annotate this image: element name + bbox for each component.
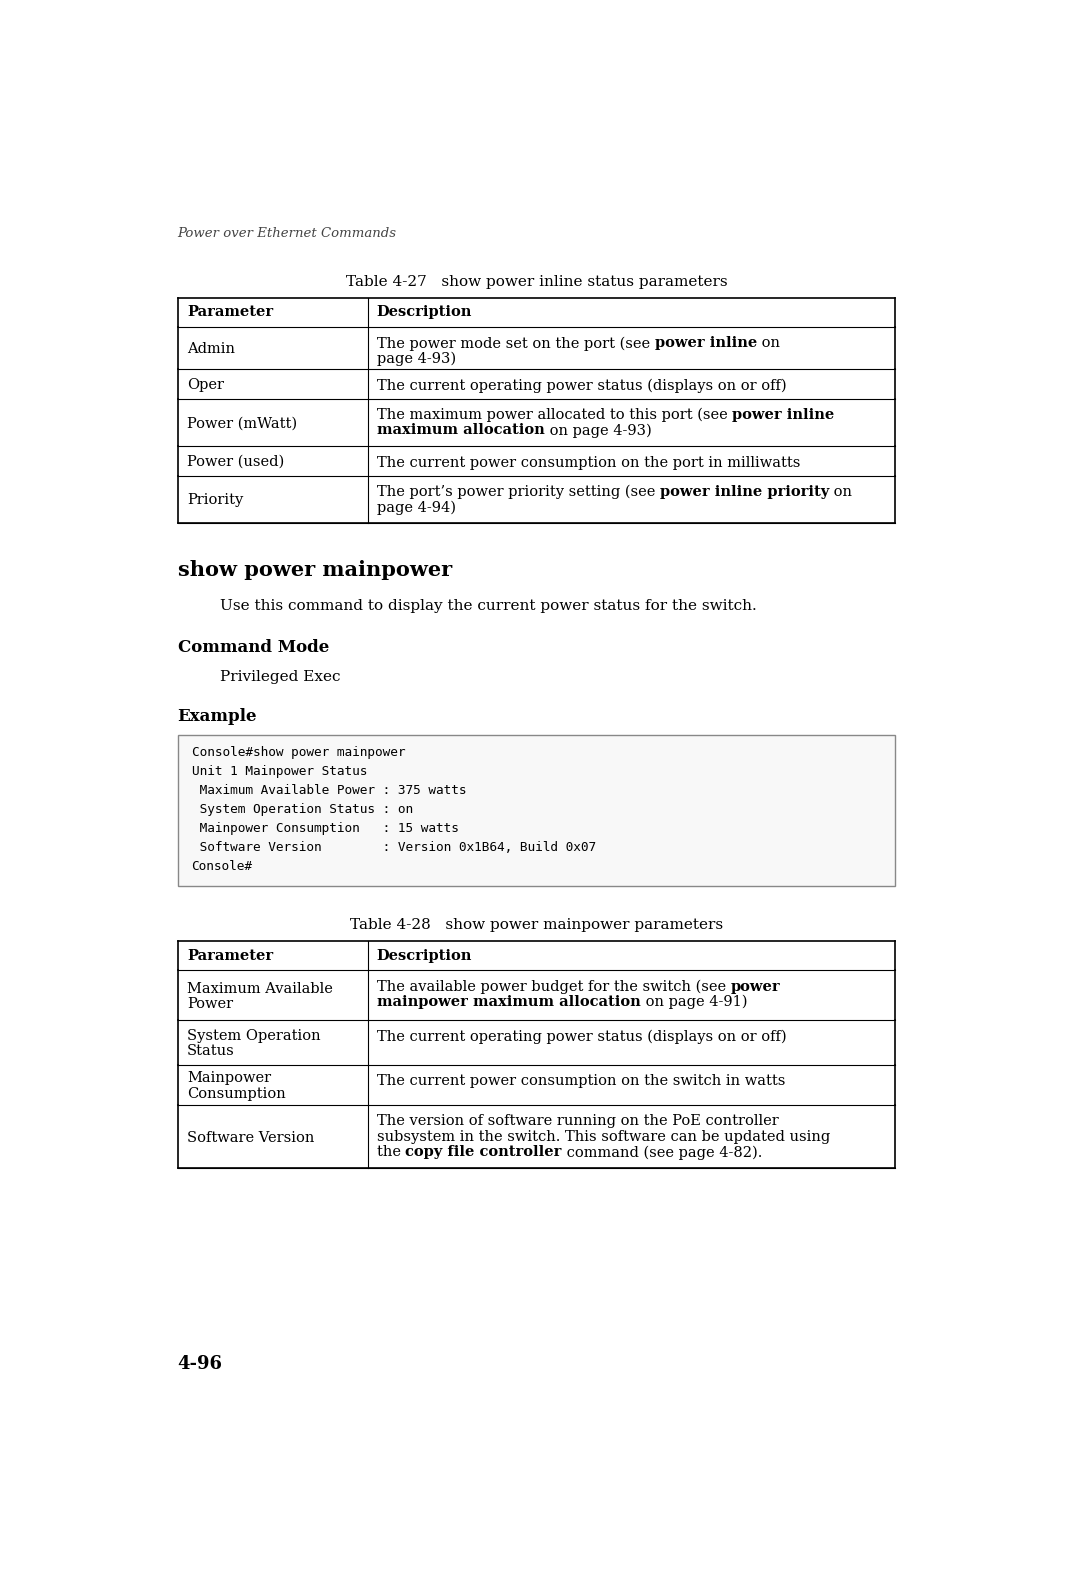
Bar <box>177 735 894 885</box>
Text: Command Mode: Command Mode <box>177 639 329 656</box>
Text: The current operating power status (displays on or off): The current operating power status (disp… <box>377 378 786 392</box>
Text: page 4-94): page 4-94) <box>377 501 456 515</box>
Text: Description: Description <box>377 948 472 962</box>
Text: Unit 1 Mainpower Status: Unit 1 Mainpower Status <box>191 765 367 779</box>
Text: show power mainpower: show power mainpower <box>177 560 451 581</box>
Text: Power (mWatt): Power (mWatt) <box>187 416 297 430</box>
Text: The port’s power priority setting (see: The port’s power priority setting (see <box>377 485 660 499</box>
Text: power: power <box>730 980 780 994</box>
Text: Description: Description <box>377 306 472 319</box>
Text: Maximum Available: Maximum Available <box>187 981 333 995</box>
Text: Privileged Exec: Privileged Exec <box>220 670 341 683</box>
Text: The current operating power status (displays on or off): The current operating power status (disp… <box>377 1030 786 1044</box>
Text: Mainpower Consumption   : 15 watts: Mainpower Consumption : 15 watts <box>191 823 458 835</box>
Text: copy file controller: copy file controller <box>405 1145 562 1159</box>
Text: The maximum power allocated to this port (see: The maximum power allocated to this port… <box>377 408 732 422</box>
Text: power inline: power inline <box>654 336 757 350</box>
Text: Power over Ethernet Commands: Power over Ethernet Commands <box>177 228 396 240</box>
Text: Power (used): Power (used) <box>187 455 284 469</box>
Text: on: on <box>757 336 780 350</box>
Text: Priority: Priority <box>187 493 243 507</box>
Text: Power: Power <box>187 997 233 1011</box>
Text: Console#show power mainpower: Console#show power mainpower <box>191 746 405 758</box>
Text: power inline priority: power inline priority <box>660 485 829 499</box>
Text: Parameter: Parameter <box>187 306 273 319</box>
Text: 4-96: 4-96 <box>177 1355 222 1372</box>
Text: Oper: Oper <box>187 378 224 392</box>
Text: Mainpower: Mainpower <box>187 1071 271 1085</box>
Text: subsystem in the switch. This software can be updated using: subsystem in the switch. This software c… <box>377 1130 831 1145</box>
Text: Console#: Console# <box>191 860 253 873</box>
Text: on page 4-91): on page 4-91) <box>640 995 747 1010</box>
Text: maximum allocation: maximum allocation <box>377 424 544 438</box>
Text: on page 4-93): on page 4-93) <box>544 424 651 438</box>
Text: Table 4-28   show power mainpower parameters: Table 4-28 show power mainpower paramete… <box>350 918 723 933</box>
Text: Use this command to display the current power status for the switch.: Use this command to display the current … <box>220 598 757 612</box>
Text: The version of software running on the PoE controller: The version of software running on the P… <box>377 1115 779 1129</box>
Text: Example: Example <box>177 708 257 725</box>
Text: The current power consumption on the switch in watts: The current power consumption on the swi… <box>377 1074 785 1088</box>
Text: Software Version        : Version 0x1B64, Build 0x07: Software Version : Version 0x1B64, Build… <box>191 842 596 854</box>
Text: Table 4-27   show power inline status parameters: Table 4-27 show power inline status para… <box>346 275 727 289</box>
Text: Parameter: Parameter <box>187 948 273 962</box>
Text: Admin: Admin <box>187 342 235 356</box>
Text: the: the <box>377 1145 405 1159</box>
Text: Software Version: Software Version <box>187 1130 314 1145</box>
Text: power inline: power inline <box>732 408 835 422</box>
Text: The current power consumption on the port in milliwatts: The current power consumption on the por… <box>377 455 800 469</box>
Text: command (see page 4-82).: command (see page 4-82). <box>562 1145 762 1160</box>
Text: System Operation: System Operation <box>187 1028 321 1042</box>
Text: The power mode set on the port (see: The power mode set on the port (see <box>377 336 654 350</box>
Text: Maximum Available Power : 375 watts: Maximum Available Power : 375 watts <box>191 783 467 798</box>
Text: page 4-93): page 4-93) <box>377 352 456 366</box>
Text: The available power budget for the switch (see: The available power budget for the switc… <box>377 980 730 994</box>
Text: on: on <box>829 485 852 499</box>
Text: Consumption: Consumption <box>187 1086 286 1101</box>
Text: System Operation Status : on: System Operation Status : on <box>191 804 413 816</box>
Text: Status: Status <box>187 1044 234 1058</box>
Text: mainpower maximum allocation: mainpower maximum allocation <box>377 995 640 1010</box>
